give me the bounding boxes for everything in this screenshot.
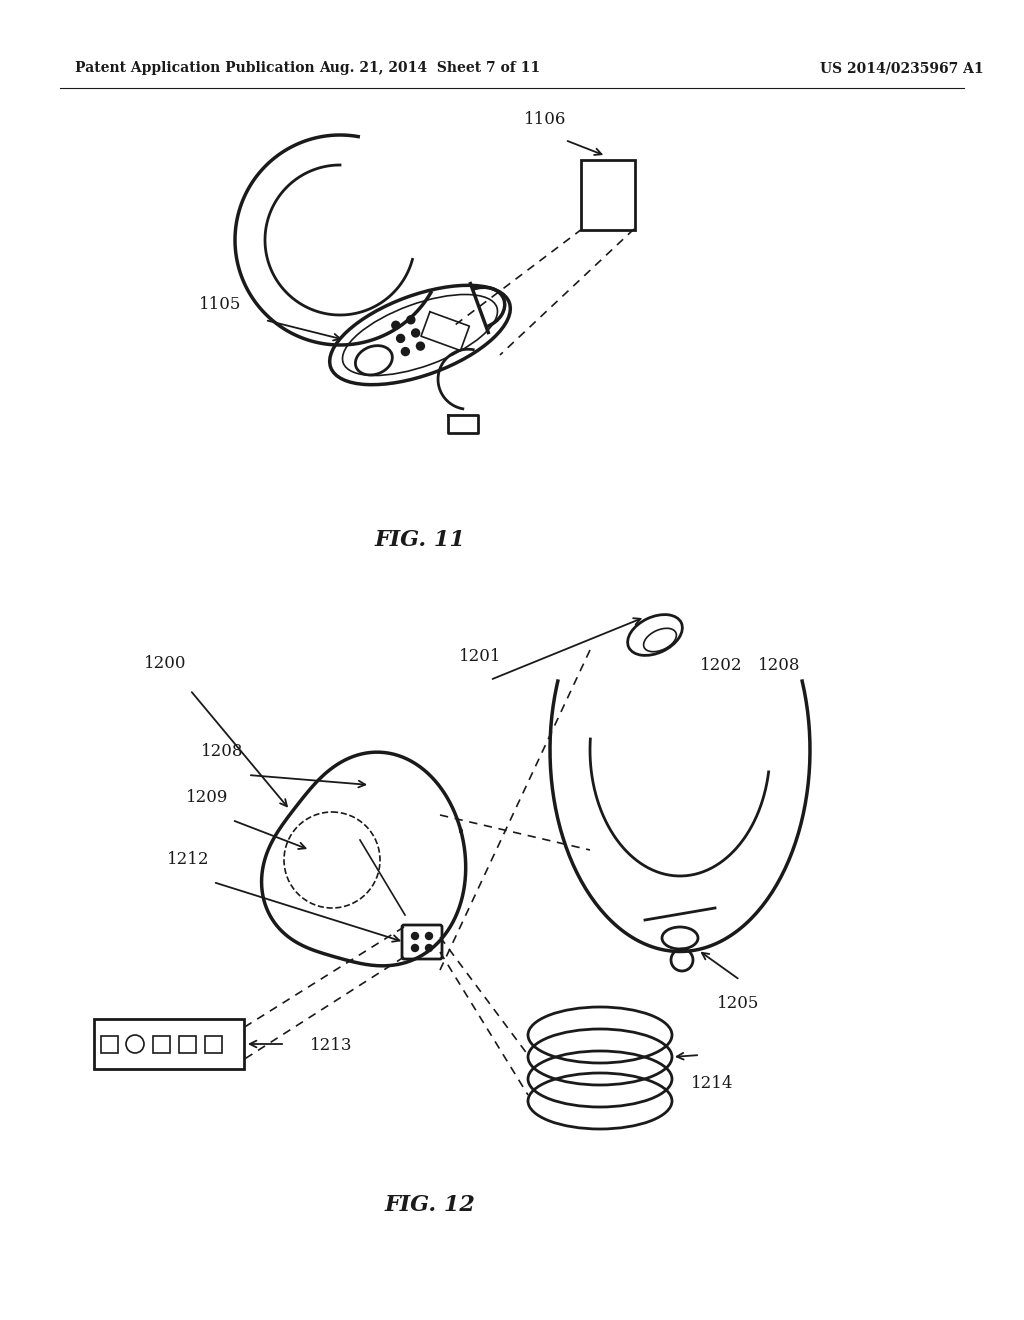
Text: 1106: 1106	[524, 111, 566, 128]
Text: FIG. 12: FIG. 12	[385, 1195, 475, 1216]
Text: 1213: 1213	[310, 1038, 352, 1055]
Circle shape	[417, 342, 424, 350]
Text: US 2014/0235967 A1: US 2014/0235967 A1	[820, 61, 984, 75]
Text: FIG. 11: FIG. 11	[375, 529, 466, 550]
Circle shape	[426, 945, 432, 952]
Circle shape	[412, 329, 420, 337]
Text: 1205: 1205	[717, 995, 759, 1012]
Text: Aug. 21, 2014  Sheet 7 of 11: Aug. 21, 2014 Sheet 7 of 11	[319, 61, 541, 75]
Circle shape	[412, 945, 419, 952]
Circle shape	[412, 932, 419, 940]
Text: 1208: 1208	[201, 743, 244, 760]
Circle shape	[396, 334, 404, 342]
Circle shape	[401, 347, 410, 355]
Circle shape	[392, 321, 399, 329]
Text: Patent Application Publication: Patent Application Publication	[75, 61, 314, 75]
Text: 1209: 1209	[185, 789, 228, 807]
Text: 1212: 1212	[167, 851, 209, 869]
Circle shape	[407, 315, 415, 323]
Text: 1201: 1201	[459, 648, 502, 665]
Text: 1200: 1200	[143, 655, 186, 672]
Text: 1214: 1214	[691, 1074, 733, 1092]
Text: 1105: 1105	[199, 296, 242, 313]
Text: 1202: 1202	[700, 656, 742, 673]
Text: 1208: 1208	[758, 656, 801, 673]
Circle shape	[426, 932, 432, 940]
